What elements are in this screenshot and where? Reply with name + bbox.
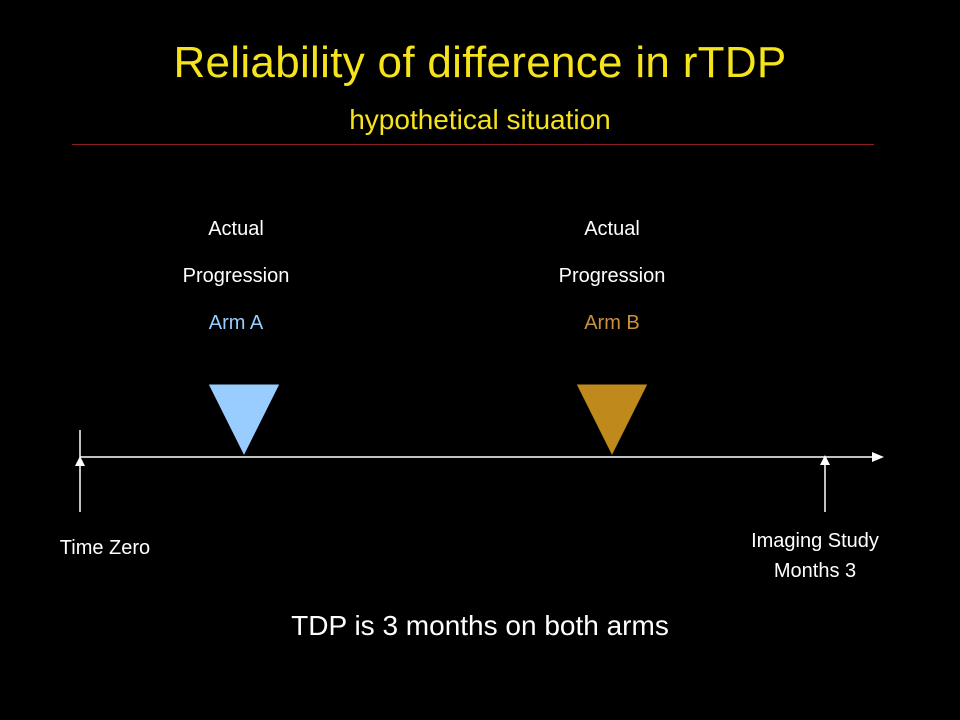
arm-b-label: Actual Progression Arm B [502,206,722,347]
arm-a-label-line1: Actual [208,218,264,240]
slide-title: Reliability of difference in rTDP [173,38,787,87]
slide-subtitle: hypothetical situation [349,104,611,135]
imaging-study-label-line1: Imaging Study [751,530,879,552]
arm-b-name: Arm B [584,312,640,334]
imaging-study-arrow-icon [820,455,830,465]
arm-b-label-line2: Progression [558,265,666,287]
arm-a-label: Actual Progression Arm A [126,206,346,347]
arm-a-label-line2: Progression [182,265,290,287]
time-zero-arrow-icon [75,456,85,466]
arm-b-label-line1: Actual [584,218,640,240]
tdp-note: TDP is 3 months on both arms [291,610,669,641]
arm-a-triangle-marker [207,383,281,458]
timeline-arrowhead [872,452,884,462]
arm-a-name: Arm A [208,312,264,334]
imaging-study-label-line2: Months 3 [773,560,857,582]
imaging-study-label: Imaging Study Months 3 [720,526,910,586]
title-divider [72,144,874,145]
arm-b-triangle-marker [575,383,649,458]
time-zero-label: Time Zero [59,537,151,559]
